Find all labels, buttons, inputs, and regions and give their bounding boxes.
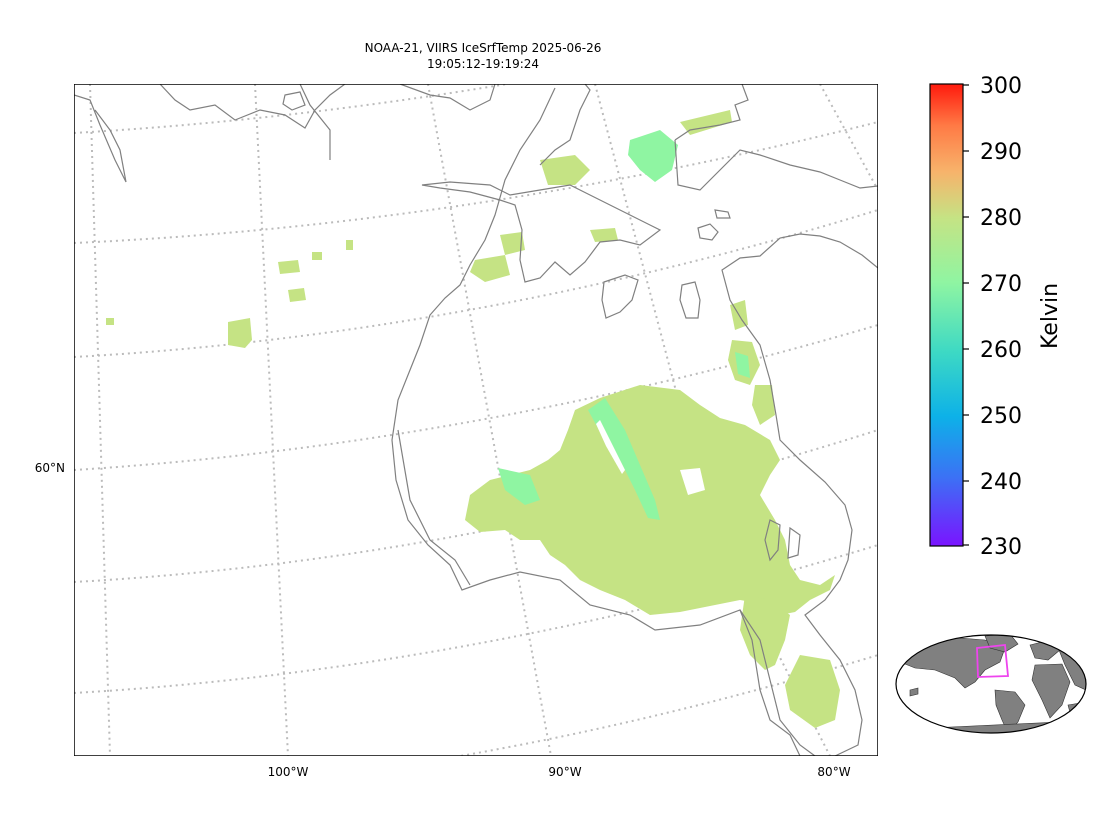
longitude-line — [254, 84, 289, 756]
island-outline — [282, 91, 306, 111]
latitude-line — [454, 654, 878, 756]
ice-patch-lake — [278, 260, 300, 274]
colorbar-tick: 240 — [980, 470, 1022, 495]
colorbar-tick: 300 — [980, 74, 1022, 99]
coastline-arctic — [74, 84, 496, 183]
region-box — [976, 644, 1009, 678]
sea-ice-patches — [106, 110, 840, 728]
coastlines — [74, 84, 878, 756]
longitude-line — [819, 84, 878, 191]
island-outline — [714, 209, 731, 219]
colorbar-label: Kelvin — [1038, 283, 1063, 349]
coastline-main — [721, 233, 878, 756]
colorbar-tick: 270 — [980, 272, 1022, 297]
colorbar-tick: 290 — [980, 140, 1022, 165]
lon-label-90w: 90°W — [548, 765, 581, 779]
ice-patch-lake — [288, 288, 306, 302]
latitude-line — [74, 121, 878, 244]
colorbar-gradient — [929, 83, 964, 547]
latitude-line — [74, 84, 513, 134]
coastline-baffin — [421, 181, 662, 283]
ice-cold-streak — [498, 468, 540, 505]
lat-label-60n: 60°N — [35, 461, 65, 475]
globe-inset — [895, 634, 1087, 734]
ice-patch-lake — [312, 252, 322, 260]
ice-patch-lake — [228, 318, 252, 348]
longitude-line — [89, 84, 111, 756]
ice-patch-north — [628, 130, 678, 182]
coastline-west — [391, 87, 816, 756]
ice-open-lead — [596, 420, 625, 474]
map-title-line2: 19:05:12-19:19:24 — [427, 57, 539, 71]
latitude-line — [74, 209, 878, 358]
ice-mass-south — [785, 655, 840, 728]
lon-label-80w: 80°W — [817, 765, 850, 779]
continent-africa — [1031, 663, 1071, 719]
ice-cold-streak — [588, 398, 660, 520]
ice-mass-james-bay — [740, 595, 790, 670]
island-outline — [601, 274, 639, 319]
ice-open-lead — [680, 468, 705, 495]
latitude-line — [74, 429, 878, 583]
island-outline — [679, 281, 701, 319]
island-outline — [764, 519, 781, 562]
ice-patch-north — [680, 110, 732, 135]
colorbar-tick: 260 — [980, 338, 1022, 363]
ice-patch-north — [540, 155, 590, 185]
map-panel — [74, 84, 878, 756]
ice-patch-lake — [346, 240, 353, 250]
colorbar-tick: 250 — [980, 404, 1022, 429]
ice-patch-north — [470, 255, 510, 282]
coastline-north — [539, 84, 591, 166]
ice-patch-east — [735, 352, 750, 378]
coastline-bay — [739, 609, 801, 756]
ice-patch-north — [590, 228, 618, 242]
colorbar-tick: 230 — [980, 535, 1022, 560]
map-title-line1: NOAA-21, VIIRS IceSrfTemp 2025-06-26 — [365, 41, 602, 55]
ice-patch-east — [752, 385, 775, 425]
coastline-inner — [397, 429, 471, 586]
ice-patch-north — [500, 232, 525, 255]
latitude-line — [74, 324, 878, 471]
coastline-north-east — [674, 84, 878, 191]
ice-patch-lake — [106, 318, 114, 325]
lon-label-100w: 100°W — [268, 765, 309, 779]
colorbar: 300 290 280 270 260 250 240 230 Kelvin — [929, 74, 1063, 560]
island-outline — [697, 223, 719, 241]
island-outline — [787, 526, 801, 559]
colorbar-tick: 280 — [980, 206, 1022, 231]
landmass-pacific — [909, 687, 919, 697]
